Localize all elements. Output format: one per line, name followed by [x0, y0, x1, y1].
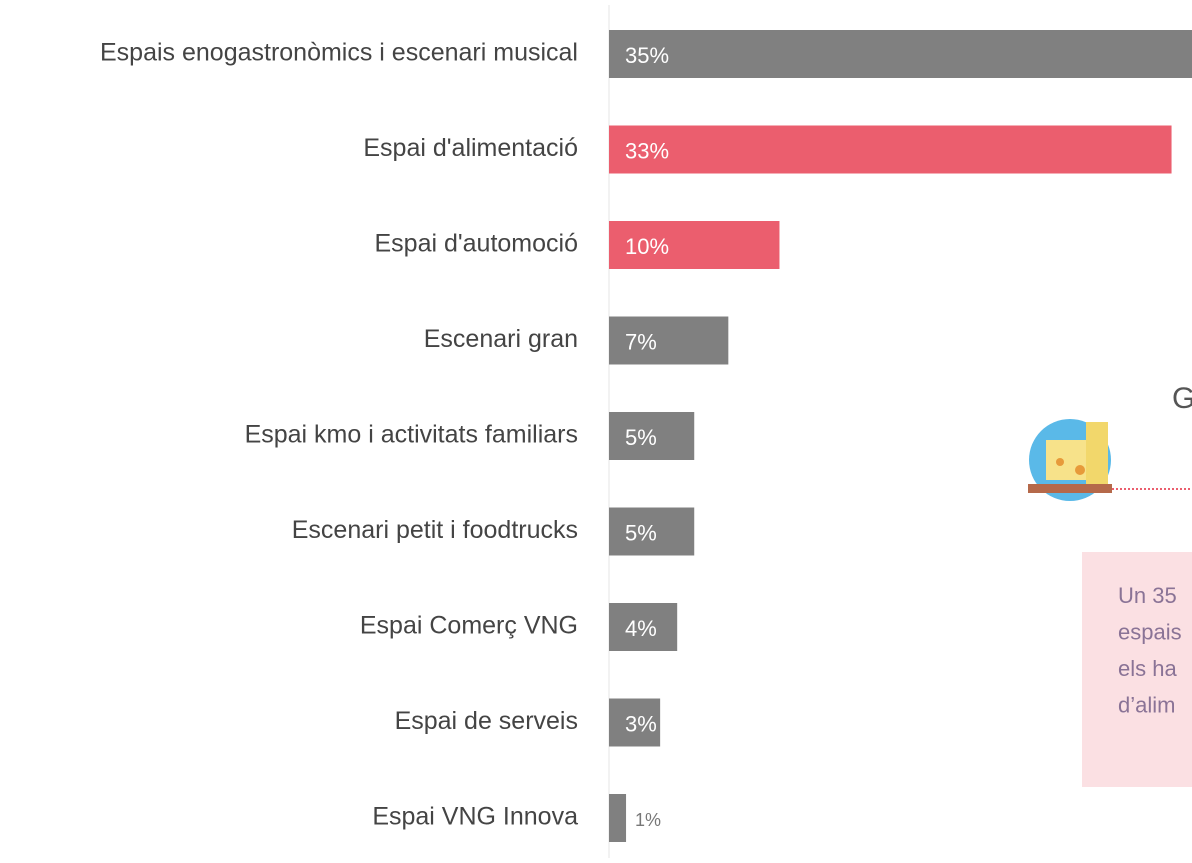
value-label: 5% [625, 425, 657, 450]
icon [1028, 419, 1112, 501]
heading: G [1172, 382, 1192, 415]
note-line: d’alim [1118, 692, 1175, 717]
value-label: 35% [625, 43, 669, 68]
category-label: Escenari petit i foodtrucks [292, 516, 578, 544]
bar [609, 30, 1192, 78]
category-label: Espai Comerç VNG [360, 612, 578, 640]
note-line: espais [1118, 619, 1182, 644]
value-label: 3% [625, 711, 657, 736]
note-line: els ha [1118, 656, 1177, 681]
value-label: 7% [625, 329, 657, 354]
category-label: Escenari gran [424, 325, 578, 353]
value-label: 10% [625, 234, 669, 259]
category-label: Espai de serveis [395, 707, 578, 735]
value-label: 5% [625, 520, 657, 545]
bar [609, 603, 678, 651]
bar [609, 794, 627, 842]
category-label: Espai kmo i activitats familiars [245, 421, 578, 449]
bar [609, 316, 729, 365]
value-label: 1% [635, 810, 661, 830]
bar [609, 221, 780, 269]
category-label: Espai VNG Innova [372, 803, 578, 831]
value-label: 4% [625, 616, 657, 641]
bar [609, 507, 695, 556]
note-box [1082, 552, 1192, 787]
category-label: Espai d'automoció [374, 230, 578, 258]
bar [609, 412, 695, 460]
note-line: Un 35 [1118, 583, 1177, 608]
value-label: 33% [625, 138, 669, 163]
category-label: Espai d'alimentació [363, 134, 578, 162]
bar [609, 125, 1172, 174]
bar [609, 698, 661, 747]
category-label: Espais enogastronòmics i escenari musica… [100, 39, 578, 67]
